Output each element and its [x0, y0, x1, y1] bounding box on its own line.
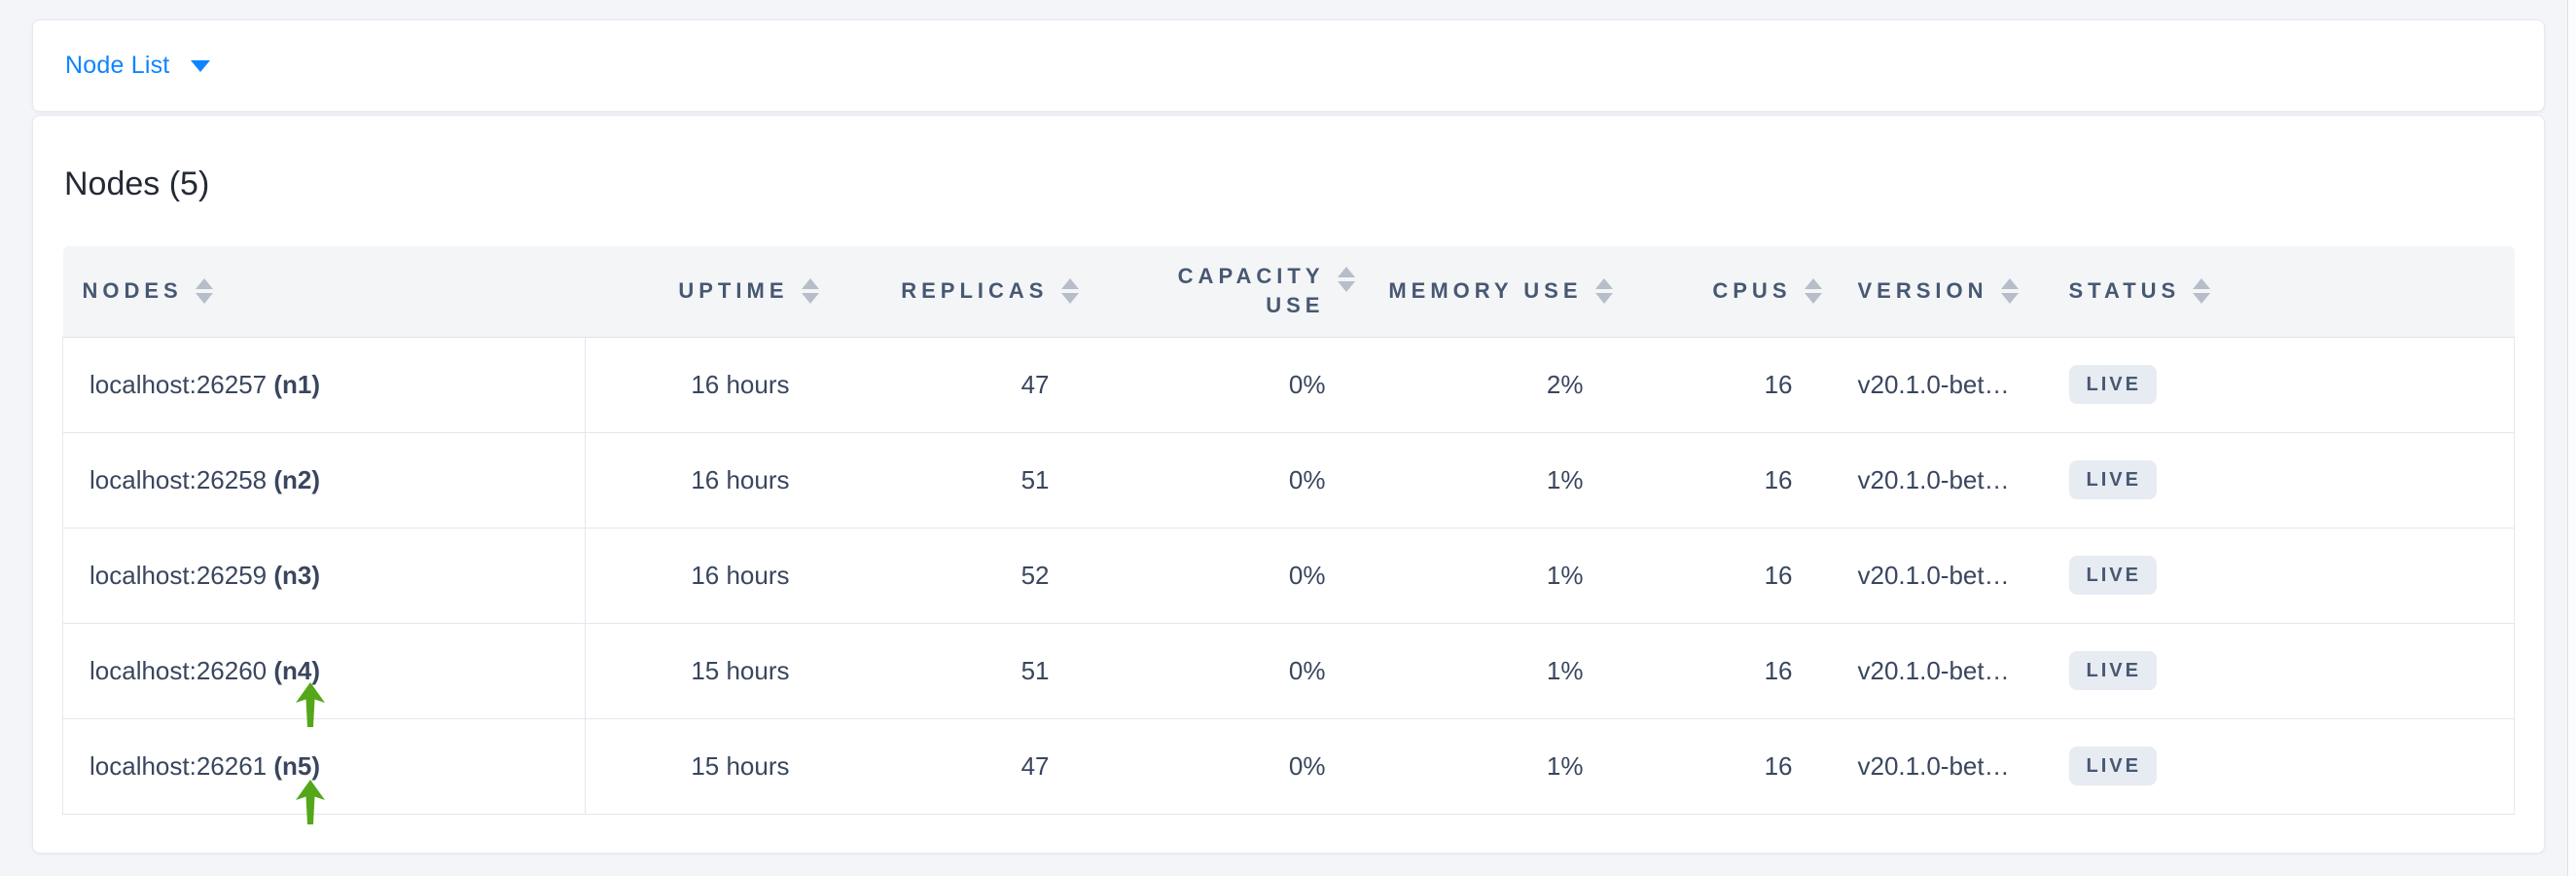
column-header-version[interactable]: Version — [1821, 246, 2067, 338]
uptime-cell: 16 hours — [585, 528, 819, 624]
sort-icon — [1337, 267, 1355, 293]
table-row: localhost:26257 (n1) 16 hours 47 0% 2% 1… — [62, 337, 2515, 433]
sort-icon — [1060, 278, 1079, 305]
column-header-nodes[interactable]: Nodes — [62, 246, 586, 338]
capacity-use-cell: 0% — [1078, 432, 1355, 529]
version-cell: v20.1.0-bet… — [1821, 718, 2067, 815]
node-id: (n1) — [273, 369, 321, 399]
table-row: localhost:26260 (n4) 15 hours 51 0% 1% 1… — [62, 623, 2515, 719]
column-header-uptime[interactable]: Uptime — [585, 246, 819, 338]
sort-icon — [1594, 278, 1613, 305]
node-id: (n4) — [273, 655, 321, 685]
sort-icon — [801, 278, 819, 305]
column-header-status[interactable]: Status — [2066, 246, 2515, 338]
sort-icon — [1804, 278, 1822, 305]
status-badge: LIVE — [2068, 460, 2157, 499]
replicas-cell: 52 — [818, 528, 1079, 624]
chevron-down-icon — [191, 59, 211, 72]
sort-icon — [195, 278, 213, 305]
view-dropdown[interactable]: Node List — [65, 52, 211, 80]
table-row: localhost:26258 (n2) 16 hours 51 0% 1% 1… — [62, 432, 2515, 529]
nodes-card: Nodes (5) Nodes Uptime Replic — [32, 115, 2545, 854]
view-dropdown-label: Node List — [65, 52, 170, 79]
uptime-cell: 16 hours — [585, 337, 819, 433]
capacity-use-cell: 0% — [1078, 718, 1355, 815]
column-header-replicas[interactable]: Replicas — [818, 246, 1079, 338]
green-arrow-up-icon — [296, 682, 325, 727]
memory-use-cell: 1% — [1354, 623, 1613, 719]
cpus-cell: 16 — [1612, 432, 1822, 529]
column-header-memory-use[interactable]: Memory Use — [1354, 246, 1613, 338]
version-cell: v20.1.0-bet… — [1821, 337, 2067, 433]
memory-use-cell: 1% — [1354, 718, 1613, 815]
cpus-cell: 16 — [1612, 623, 1822, 719]
memory-use-cell: 1% — [1354, 528, 1613, 624]
scrollbar[interactable] — [2567, 0, 2576, 876]
version-cell: v20.1.0-bet… — [1821, 432, 2067, 529]
node-address-link[interactable]: localhost:26260 — [89, 655, 268, 685]
column-header-capacity-use[interactable]: Capacity Use — [1078, 246, 1355, 338]
table-row: localhost:26259 (n3) 16 hours 52 0% 1% 1… — [62, 528, 2515, 624]
cpus-cell: 16 — [1612, 718, 1822, 815]
sort-icon — [2000, 278, 2019, 305]
node-id: (n5) — [273, 750, 321, 781]
replicas-cell: 47 — [818, 337, 1079, 433]
table-row: localhost:26261 (n5) 15 hours 47 0% 1% 1… — [62, 718, 2515, 815]
memory-use-cell: 1% — [1354, 432, 1613, 529]
status-badge: LIVE — [2068, 556, 2157, 595]
capacity-use-cell: 0% — [1078, 337, 1355, 433]
node-address-link[interactable]: localhost:26261 — [89, 750, 268, 781]
status-badge: LIVE — [2068, 747, 2157, 785]
memory-use-cell: 2% — [1354, 337, 1613, 433]
nodes-table: Nodes Uptime Replicas Capacity Use — [62, 246, 2515, 815]
cpus-cell: 16 — [1612, 528, 1822, 624]
status-badge: LIVE — [2068, 651, 2157, 690]
table-header-row: Nodes Uptime Replicas Capacity Use — [62, 246, 2515, 338]
node-address-link[interactable]: localhost:26259 — [89, 560, 268, 590]
capacity-use-cell: 0% — [1078, 623, 1355, 719]
sort-icon — [2193, 278, 2211, 305]
cpus-cell: 16 — [1612, 337, 1822, 433]
replicas-cell: 51 — [818, 432, 1079, 529]
replicas-cell: 51 — [818, 623, 1079, 719]
node-id: (n3) — [273, 560, 321, 590]
node-id: (n2) — [273, 464, 321, 494]
node-address-link[interactable]: localhost:26258 — [89, 464, 268, 494]
page-title: Nodes (5) — [64, 165, 210, 202]
uptime-cell: 15 hours — [585, 623, 819, 719]
version-cell: v20.1.0-bet… — [1821, 623, 2067, 719]
status-badge: LIVE — [2068, 365, 2157, 404]
node-address-link[interactable]: localhost:26257 — [89, 369, 268, 399]
version-cell: v20.1.0-bet… — [1821, 528, 2067, 624]
replicas-cell: 47 — [818, 718, 1079, 815]
capacity-use-cell: 0% — [1078, 528, 1355, 624]
uptime-cell: 16 hours — [585, 432, 819, 529]
uptime-cell: 15 hours — [585, 718, 819, 815]
green-arrow-up-icon — [296, 780, 325, 824]
column-header-cpus[interactable]: CPUs — [1612, 246, 1822, 338]
view-selector-bar: Node List — [32, 19, 2545, 112]
